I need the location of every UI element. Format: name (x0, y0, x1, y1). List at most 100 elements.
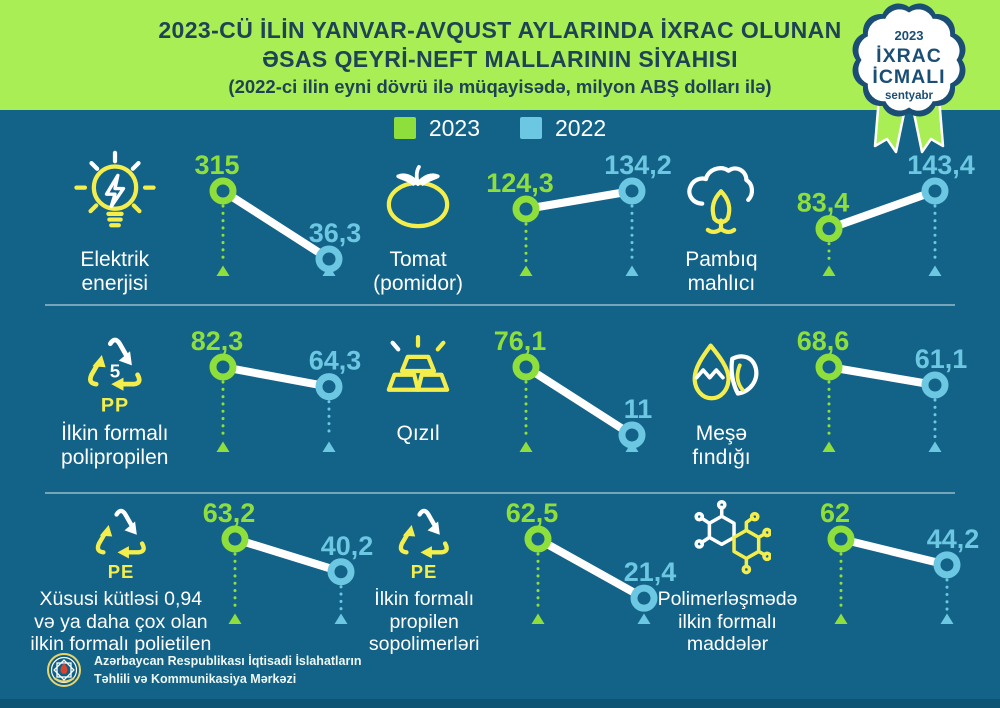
value-2022: 44,2 (927, 524, 980, 554)
item-caption: İlkin formalı propilen sopolimerləri (368, 588, 480, 656)
legend-item-2023: 2023 (393, 114, 480, 142)
recycle-icon-svg: PE (398, 508, 450, 582)
legend-item-2022: 2022 (520, 115, 606, 142)
baseline-arrow-2023 (531, 613, 545, 624)
emblem-flame (60, 663, 68, 675)
value-2022: 134,2 (604, 150, 672, 180)
trend-line (837, 535, 952, 569)
value-2022: 11 (624, 394, 653, 424)
slope-chart-svg: 82,3 64,3 (190, 326, 361, 452)
export-item-6: Meşə fındığı 68,6 61,1 (652, 306, 967, 492)
item-caption: Tomat (pomidor) (373, 248, 464, 296)
molecule-left-ring (694, 499, 737, 549)
material-code: PE (108, 561, 134, 582)
point-2023 (827, 525, 855, 553)
slope-chart-svg: 124,3 134,2 (486, 150, 672, 276)
trend-line (825, 363, 940, 389)
poster-title-line1: 2023-CÜ İLİN YANVAR-AVQUST AYLARINDA İXR… (158, 16, 842, 43)
material-code: PE (411, 561, 437, 582)
header-banner: 2023-CÜ İLİN YANVAR-AVQUST AYLARINDA İXR… (0, 0, 1000, 110)
value-2023: 76,1 (494, 326, 547, 356)
grid-row-1: Elektrik enerjisi 315 36,3 Tomat (pomido… (45, 146, 975, 304)
trend-line (218, 363, 333, 391)
value-2022: 64,3 (308, 346, 361, 376)
item-caption: Elektrik enerjisi (80, 248, 150, 296)
grid-row-3: PE Xüsusi kütləsi 0,94 və ya daha çox ol… (30, 492, 980, 662)
item-figure: Pambıq mahlıcı (652, 146, 792, 304)
baseline-arrow-2023 (216, 441, 230, 452)
baseline-arrow-2022 (940, 613, 954, 624)
legend-swatch-2023 (393, 117, 416, 139)
point-2023 (815, 215, 843, 243)
item-figure: PE İlkin formalı propilen sopolimerləri (348, 494, 500, 662)
bulb-base (106, 211, 124, 228)
trend-line (825, 187, 940, 233)
molecule-icon-svg (694, 499, 772, 575)
item-figure: Polimerləşmədə ilkin formalı maddələr (652, 494, 804, 662)
badge-year: 2023 (895, 28, 924, 43)
point-2022 (618, 421, 646, 449)
value-2023: 82,3 (190, 326, 243, 356)
issue-badge: 2023 İXRAC İCMALI sentyabr (844, 0, 974, 158)
item-caption: Xüsusi kütləsi 0,94 və ya daha çox olan … (30, 588, 212, 656)
item-caption: Polimerləşmədə ilkin formalı maddələr (657, 588, 798, 656)
value-2023: 62 (820, 498, 850, 528)
point-2022 (327, 558, 355, 586)
trend-line (230, 535, 345, 576)
baseline-arrow-2022 (322, 441, 336, 452)
export-item-2: Tomat (pomidor) 124,3 134,2 (348, 146, 672, 304)
baseline-arrow-2023 (834, 613, 848, 624)
export-item-9: Polimerləşmədə ilkin formalı maddələr 62… (652, 494, 980, 662)
bulb-glass (91, 164, 139, 211)
lightbulb-icon (68, 150, 162, 244)
item-figure: Meşə fındığı (652, 306, 792, 492)
slope-chart-svg: 63,2 40,2 (202, 498, 373, 624)
molecule-icon (683, 496, 772, 584)
item-figure: Qızıl (348, 306, 488, 492)
legend-swatch-2022 (520, 117, 542, 139)
legend-label-2023: 2023 (428, 114, 480, 141)
chart-legend: 2023 2022 (0, 112, 1000, 144)
point-2022 (630, 584, 658, 612)
slope-chart: 124,3 134,2 (486, 146, 672, 304)
point-2023 (815, 353, 843, 381)
point-2022 (921, 177, 949, 205)
recycle-icon: PE (380, 496, 468, 584)
value-2022: 21,4 (624, 557, 677, 587)
value-2023: 63,2 (202, 498, 255, 528)
value-2023: 124,3 (486, 168, 554, 198)
hazelnut-left (692, 343, 732, 401)
export-item-4: 5 PP İlkin formalı polipropilen 82,3 64,3 (45, 306, 361, 492)
baseline-arrow-2022 (928, 265, 942, 276)
item-caption: İlkin formalı polipropilen (61, 422, 169, 470)
recycle-arrows (87, 337, 142, 391)
point-2022 (921, 371, 949, 399)
state-emblem-logo (47, 653, 81, 688)
slope-chart: 76,1 11 (488, 306, 652, 492)
recycle-icon: 5 PP (68, 324, 162, 418)
baseline-arrow-2023 (519, 265, 533, 276)
tomato-icon (371, 150, 465, 244)
hazelnut-vein (736, 363, 745, 392)
trend-line (218, 187, 333, 263)
footer: Azərbaycan Respublikası İqtisadi İslahat… (46, 652, 361, 688)
baseline-arrow-2023 (822, 265, 836, 276)
trend-line (521, 363, 636, 439)
recycle-icon-svg: 5 PP (87, 337, 142, 416)
slope-chart-svg: 315 36,3 (194, 150, 361, 276)
tomato-body (386, 180, 450, 229)
point-2023 (209, 353, 237, 381)
badge-seal (858, 9, 960, 111)
value-2023: 315 (194, 150, 239, 180)
hazelnut-icon (674, 324, 768, 418)
legend-label-2022: 2022 (555, 114, 607, 141)
hazelnut-icon-svg (692, 343, 759, 401)
org-name: Azərbaycan Respublikası İqtisadi İslahat… (94, 652, 361, 688)
gold-shine (390, 340, 401, 352)
point-2022 (618, 177, 646, 205)
lightning-bolt (104, 173, 125, 209)
org-name-line2: Təhlili və Kommunikasiya Mərkəzi (94, 672, 297, 687)
item-caption: Qızıl (396, 422, 440, 445)
cotton-icon-svg (687, 166, 755, 235)
